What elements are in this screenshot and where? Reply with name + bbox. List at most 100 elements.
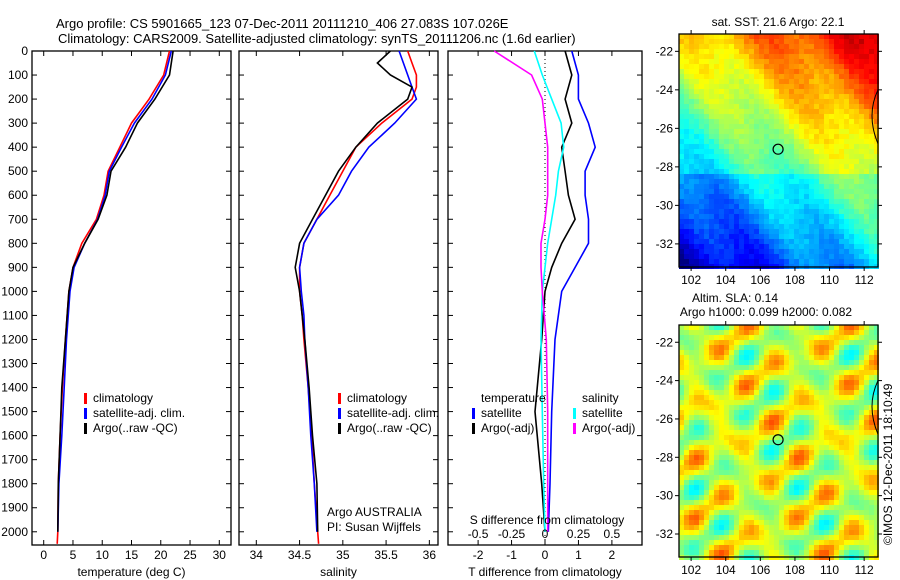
map-cell (839, 84, 844, 89)
map-cell (764, 164, 769, 169)
map-cell (724, 74, 729, 79)
map-cell (769, 224, 774, 229)
map-cell (694, 134, 699, 139)
map-cell (689, 159, 694, 164)
map-cell (824, 169, 829, 174)
map-cell (874, 129, 879, 134)
map-cell (679, 194, 684, 199)
map-cell (869, 114, 874, 119)
map-cell (819, 109, 824, 114)
map-cell (774, 345, 779, 350)
map-cell (859, 249, 864, 254)
map-cell (794, 144, 799, 149)
map-cell (824, 385, 829, 390)
map-cell (834, 34, 839, 39)
map-cell (849, 380, 854, 385)
map-cell (814, 119, 819, 124)
map-cell (814, 134, 819, 139)
map-cell (689, 109, 694, 114)
map-cell (769, 385, 774, 390)
lat-tick-label: -28 (656, 450, 674, 464)
map-cell (709, 134, 714, 139)
map-cell (759, 530, 764, 535)
map-cell (819, 365, 824, 370)
map-cell (779, 119, 784, 124)
map-cell (779, 184, 784, 189)
map-cell (729, 440, 734, 445)
map-cell (719, 505, 724, 510)
map-cell (804, 520, 809, 525)
map-cell (829, 154, 834, 159)
map-cell (719, 475, 724, 480)
map-cell (814, 345, 819, 350)
map-cell (679, 229, 684, 234)
map-cell (759, 350, 764, 355)
map-cell (729, 530, 734, 535)
lat-tick-label: -22 (656, 335, 674, 349)
map-cell (774, 59, 779, 64)
map-cell (679, 259, 684, 264)
map-cell (739, 360, 744, 365)
map-cell (819, 119, 824, 124)
map-cell (819, 99, 824, 104)
map-cell (864, 395, 869, 400)
map-cell (769, 450, 774, 455)
map-cell (789, 470, 794, 475)
map-cell (699, 490, 704, 495)
map-cell (839, 44, 844, 49)
map-cell (734, 400, 739, 405)
map-cell (789, 59, 794, 64)
map-cell (844, 495, 849, 500)
map-cell (714, 99, 719, 104)
map-cell (729, 219, 734, 224)
map-cell (694, 239, 699, 244)
map-cell (864, 64, 869, 69)
map-cell (739, 44, 744, 49)
map-cell (809, 169, 814, 174)
map-cell (819, 199, 824, 204)
map-cell (864, 410, 869, 415)
map-cell (734, 335, 739, 340)
map-cell (829, 420, 834, 425)
map-cell (684, 159, 689, 164)
map-cell (769, 69, 774, 74)
map-cell (759, 390, 764, 395)
map-cell (744, 465, 749, 470)
map-cell (684, 510, 689, 515)
map-cell (749, 239, 754, 244)
map-cell (844, 410, 849, 415)
map-cell (739, 545, 744, 550)
map-cell (729, 325, 734, 330)
map-cell (729, 109, 734, 114)
map-cell (679, 530, 684, 535)
map-cell (689, 510, 694, 515)
map-cell (739, 259, 744, 264)
map-cell (754, 355, 759, 360)
map-cell (849, 515, 854, 520)
map-cell (679, 44, 684, 49)
map-cell (729, 104, 734, 109)
map-cell (699, 335, 704, 340)
map-cell (849, 525, 854, 530)
map-cell (744, 254, 749, 259)
map-cell (734, 455, 739, 460)
x-tick-label: 36 (423, 548, 437, 562)
map-cell (719, 94, 724, 99)
lon-tick-label: 106 (750, 563, 770, 577)
map-cell (804, 79, 809, 84)
map-cell (679, 69, 684, 74)
map-cell (869, 234, 874, 239)
map-cell (829, 475, 834, 480)
map-cell (874, 445, 879, 450)
map-cell (724, 515, 729, 520)
map-cell (709, 89, 714, 94)
map-cell (694, 345, 699, 350)
map-cell (869, 375, 874, 380)
map-cell (864, 254, 869, 259)
lon-tick-label: 110 (820, 563, 839, 577)
map-cell (859, 114, 864, 119)
map-cell (854, 154, 859, 159)
map-cell (849, 44, 854, 49)
map-cell (829, 134, 834, 139)
map-cell (829, 405, 834, 410)
